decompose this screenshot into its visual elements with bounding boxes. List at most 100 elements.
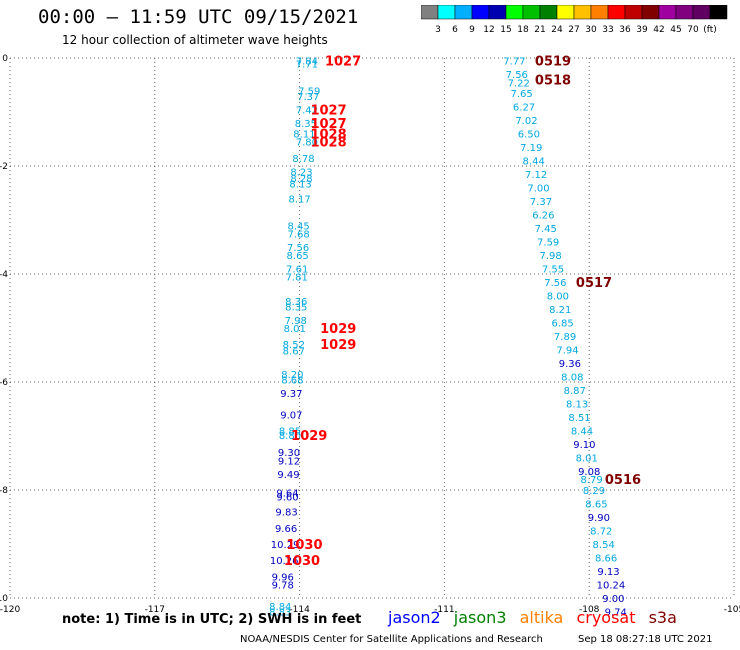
data-label: 7.56 (506, 70, 528, 81)
data-label: 8.20 (281, 370, 303, 381)
footer-note: note: 1) Time is in UTC; 2) SWH is in fe… (62, 612, 362, 627)
time-label: 1027 (325, 55, 361, 70)
data-label: 8.21 (549, 305, 571, 316)
x-tick-label: -111 (434, 605, 454, 615)
colorbar-label: 30 (585, 25, 597, 35)
data-label: 8.83 (269, 608, 291, 619)
time-label: 1029 (320, 322, 356, 337)
x-tick-label: -114 (289, 605, 310, 615)
data-label: 7.98 (285, 316, 307, 327)
data-label: 7.89 (554, 332, 576, 343)
data-label: 7.65 (510, 89, 532, 100)
data-label: 7.56 (544, 278, 566, 289)
data-label: 8.87 (564, 386, 586, 397)
colorbar-label: 42 (653, 25, 664, 35)
data-label: 7.80 (296, 138, 318, 149)
data-label: 7.61 (286, 265, 308, 276)
data-label: 8.01 (576, 454, 598, 465)
data-label: 9.66 (275, 524, 297, 535)
data-label: 7.19 (520, 143, 542, 154)
data-label: 8.35 (295, 119, 317, 130)
data-label: 9.78 (272, 581, 294, 592)
data-label: 7.45 (535, 224, 557, 235)
colorbar-label: 15 (500, 25, 511, 35)
data-label: 9.13 (597, 567, 619, 578)
colorbar-label: 24 (551, 25, 563, 35)
data-label: 7.84 (296, 57, 318, 68)
data-label: 8.13 (289, 179, 311, 190)
data-label: 9.49 (277, 470, 299, 481)
data-label: 7.59 (537, 238, 559, 249)
time-label: 1030 (286, 538, 322, 553)
data-label: 8.51 (568, 413, 590, 424)
data-label: 8.65 (287, 251, 309, 262)
data-label: 9.36 (559, 359, 581, 370)
data-label: 8.29 (583, 486, 605, 497)
data-label: 6.26 (532, 211, 554, 222)
data-label: 9.90 (588, 513, 610, 524)
data-label: 8.44 (571, 427, 593, 438)
data-label: 10.24 (597, 581, 626, 592)
data-label: 10.26 (270, 556, 299, 567)
time-label: 1028 (310, 128, 346, 143)
x-tick-label: -120 (0, 605, 20, 615)
data-label: 8.44 (523, 157, 545, 168)
colorbar-label: 21 (534, 25, 545, 35)
data-label: 9.74 (605, 608, 627, 619)
data-label: 9.00 (602, 594, 624, 605)
time-label: 1029 (320, 338, 356, 353)
y-tick-label: -4 (0, 270, 8, 280)
x-tick-label: -117 (145, 605, 165, 615)
data-label: 6.27 (513, 103, 535, 114)
colorbar-label: 45 (670, 25, 681, 35)
data-label: 8.11 (293, 130, 315, 141)
data-label: 7.42 (296, 105, 318, 116)
satellite-legend: jason2 jason3 altika cryosat s3a (388, 608, 685, 627)
data-label: 7.56 (287, 243, 309, 254)
credit-text: NOAA/NESDIS Center for Satellite Applica… (240, 634, 543, 645)
data-label: 8.01 (284, 324, 306, 335)
data-label: 8.72 (590, 527, 612, 538)
data-label: 9.64 (276, 489, 298, 500)
data-label: 8.85 (279, 427, 301, 438)
time-label: 1027 (310, 117, 346, 132)
data-label: 8.13 (566, 400, 588, 411)
data-label: 8.00 (547, 292, 569, 303)
data-label: 7.12 (525, 170, 547, 181)
data-label: 7.00 (527, 184, 549, 195)
colorbar-label: 27 (568, 25, 579, 35)
data-label: 7.59 (298, 86, 320, 97)
data-label: 9.12 (278, 456, 300, 467)
data-label: 9.08 (578, 467, 600, 478)
chart-title: 00:00 – 11:59 UTC 09/15/2021 (38, 6, 359, 28)
colorbar-label: 3 (435, 25, 441, 35)
data-label: 8.23 (290, 167, 312, 178)
data-label: 8.67 (283, 347, 305, 358)
data-label: 8.79 (580, 475, 602, 486)
data-label: 8.52 (283, 340, 305, 351)
data-label: 8.36 (285, 297, 307, 308)
y-tick-label: -6 (0, 378, 8, 388)
data-label: 9.60 (276, 492, 298, 503)
data-label: 9.83 (275, 508, 297, 519)
legend-altika: altika (519, 608, 564, 627)
data-label: 7.55 (542, 265, 564, 276)
data-label: 7.37 (297, 92, 319, 103)
data-label: 7.68 (288, 230, 310, 241)
colorbar-label: 36 (619, 25, 631, 35)
data-label: 10.29 (271, 540, 300, 551)
data-label: 8.84 (269, 602, 291, 613)
colorbar-label: 18 (517, 25, 529, 35)
data-label: 7.94 (556, 346, 578, 357)
data-label: 9.07 (280, 410, 302, 421)
time-label: 1028 (310, 136, 346, 151)
data-label: 7.81 (286, 273, 308, 284)
data-label: 7.02 (515, 116, 537, 127)
wave-height-colorbar: 3 6 9 12 15 18 21 24 27 30 33 36 39 42 45 70 (ft) (421, 5, 728, 35)
legend-s3a: s3a (648, 608, 677, 627)
x-tick-label: -105 (724, 605, 740, 615)
time-label: 1027 (310, 103, 346, 118)
time-label: 0516 (605, 473, 641, 488)
data-label: 7.37 (530, 197, 552, 208)
